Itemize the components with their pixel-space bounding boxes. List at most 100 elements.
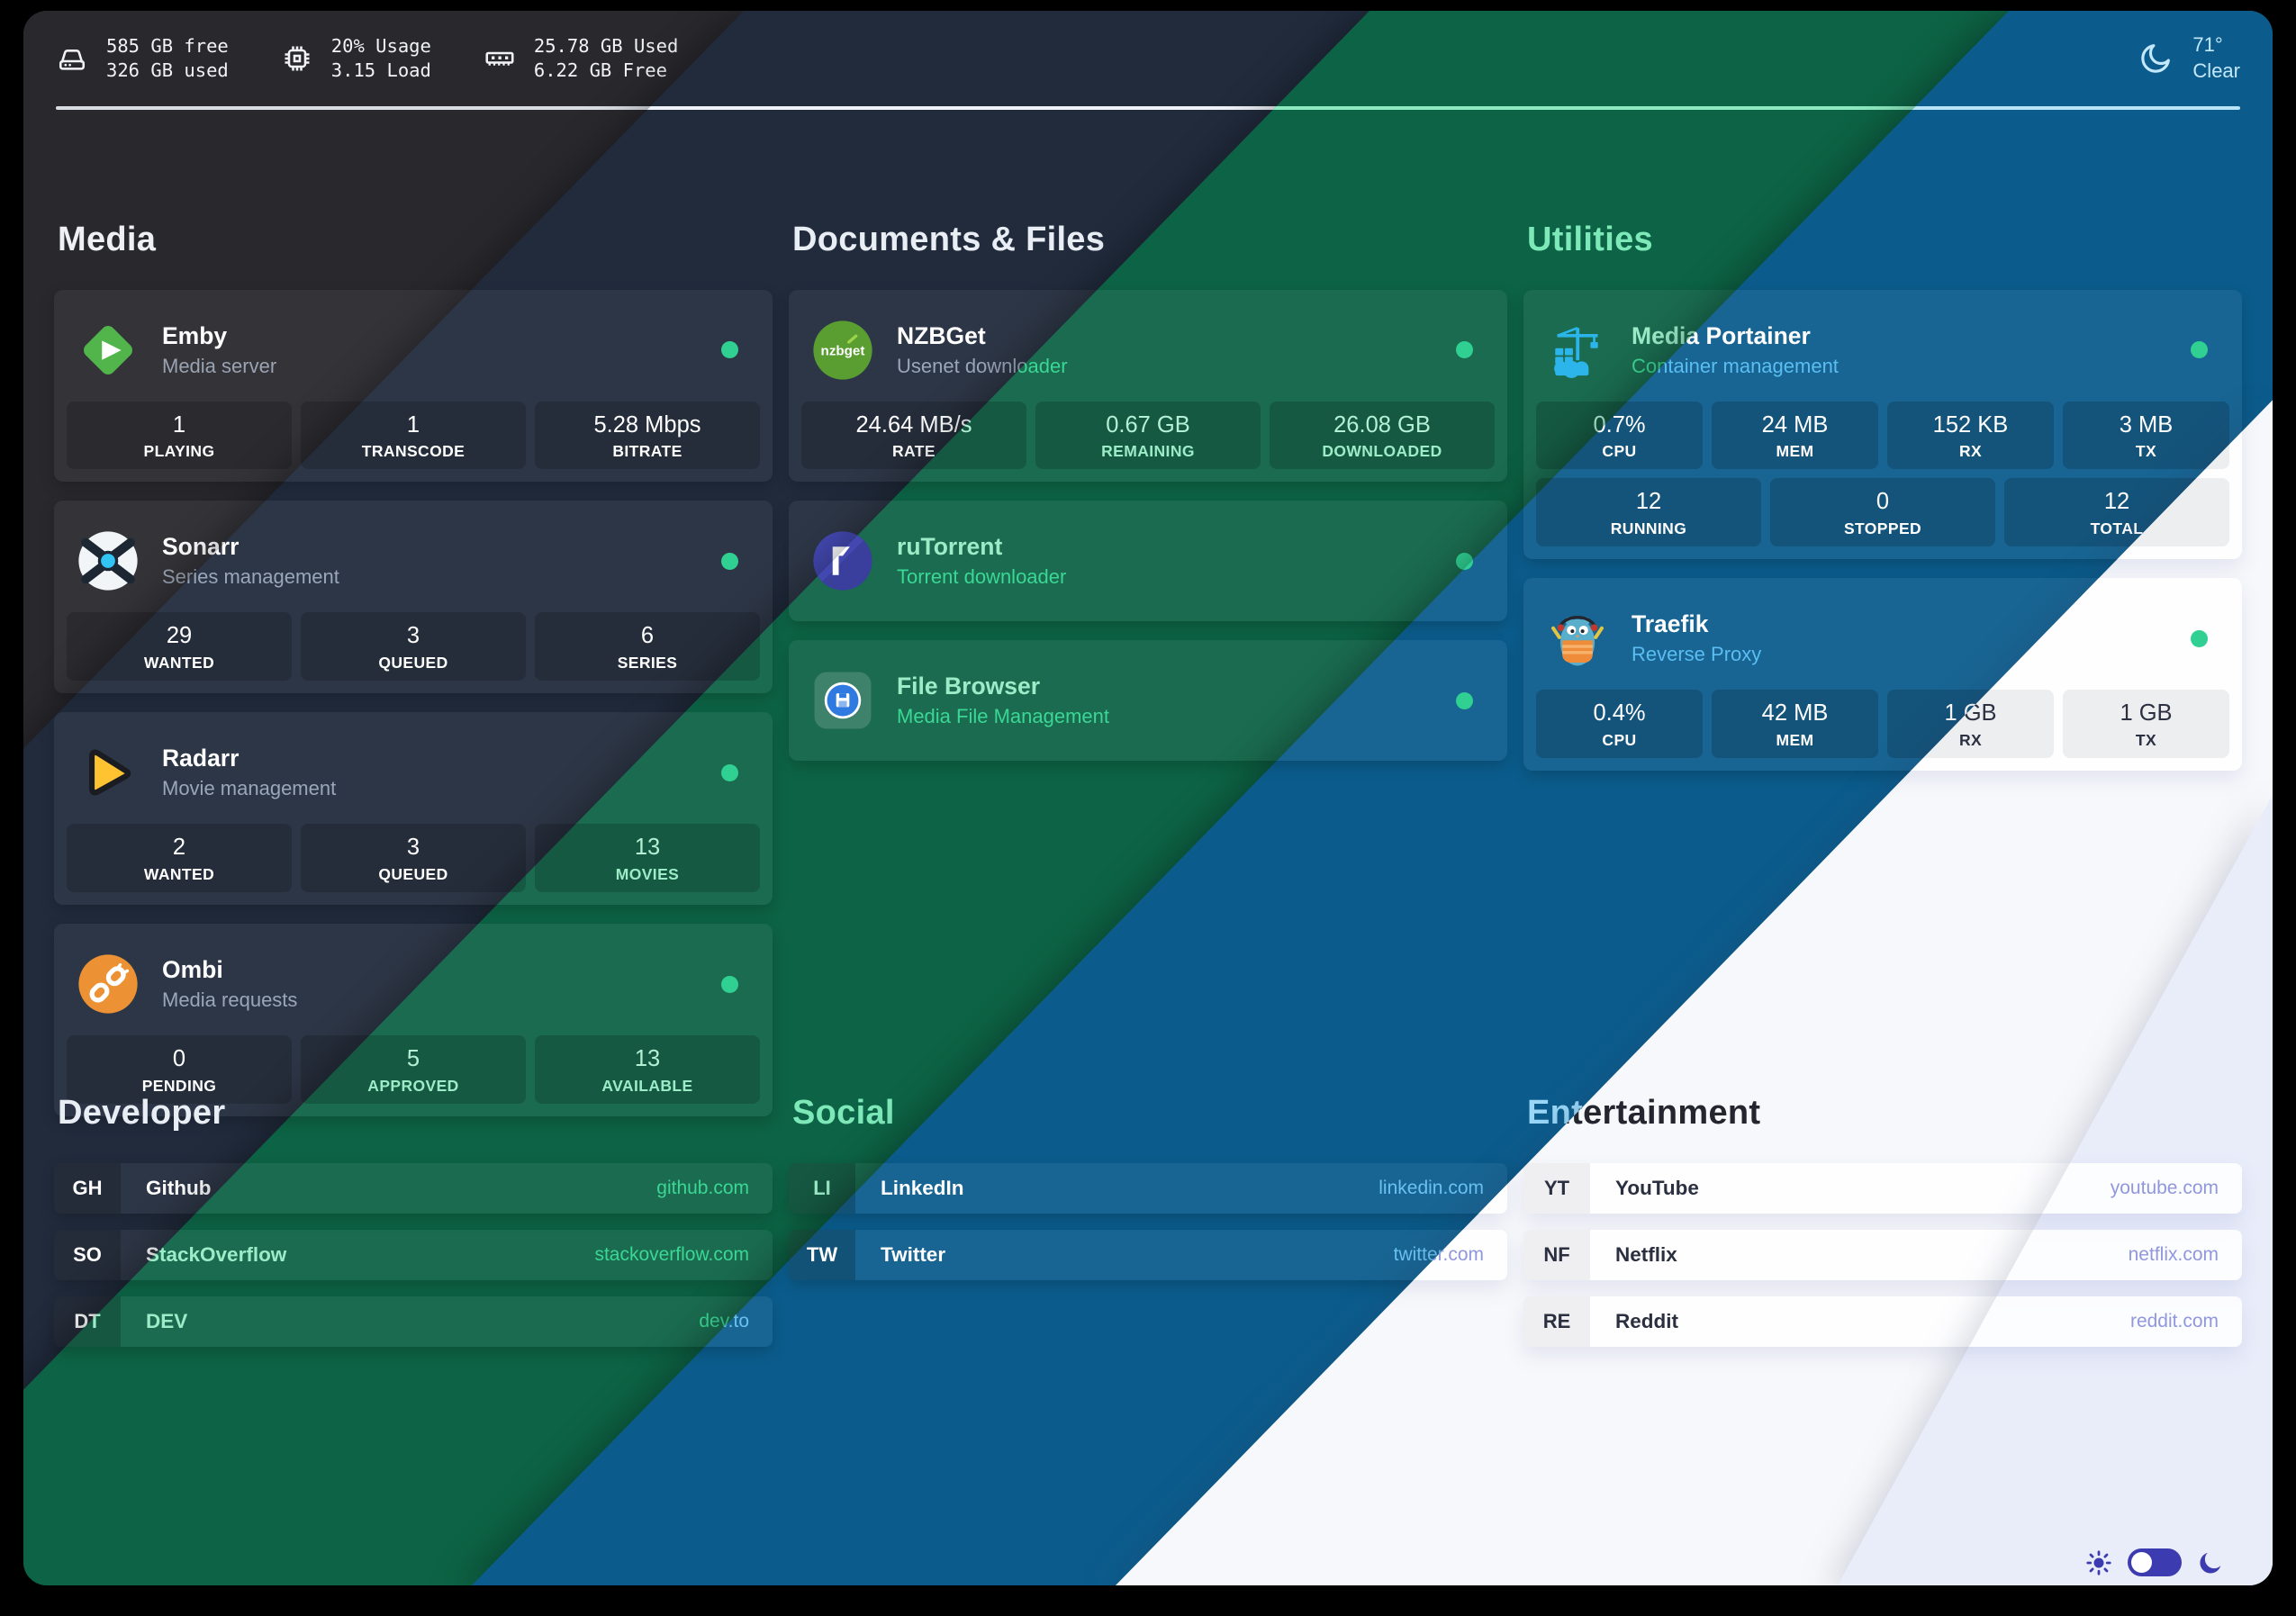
service-card-ombi[interactable]: Ombi Media requests 0 PENDING xyxy=(54,924,773,1116)
stat-movies: 13 MOVIES xyxy=(535,824,760,893)
stat-mem: 42 MB MEM xyxy=(1838,690,1878,759)
stat-queued: 3 QUEUED xyxy=(301,824,526,893)
stat-downloaded: 26.08 GB DOWNLOADED xyxy=(1270,402,1495,470)
cpu-load: 3.15 Load xyxy=(330,59,431,81)
link-url: linkedin.com xyxy=(1379,1177,1484,1198)
service-card-filebrowser[interactable]: File Browser Media File Management xyxy=(789,640,1507,761)
service-subtitle: Usenet downloader xyxy=(897,354,1068,377)
section-title: Utilities xyxy=(1838,220,2242,261)
service-subtitle: Reverse Proxy xyxy=(1632,643,1762,666)
link-tag: NF xyxy=(1523,1230,1590,1280)
stat-tx: 3 MB TX xyxy=(2063,401,2229,470)
ombi-chain-icon xyxy=(76,952,140,1016)
service-subtitle: Media requests xyxy=(162,989,298,1012)
link-stackoverflow[interactable]: SO StackOverflow stackoverflow.com xyxy=(54,1230,773,1280)
portainer-crane-icon xyxy=(1545,318,1610,383)
link-reddit[interactable]: RE Reddit reddit.com xyxy=(1523,1296,2242,1347)
ram-usage-stat: 25.78 GB Used 6.22 GB Free xyxy=(484,34,678,84)
service-title: Media Portainer xyxy=(1838,322,1839,350)
link-name: StackOverflow xyxy=(146,1242,287,1266)
weather-widget: 71° Clear xyxy=(2137,32,2240,84)
service-card-rutorrent[interactable]: ruTorrent Torrent downloader xyxy=(789,501,1507,621)
ram-used: 25.78 GB Used xyxy=(533,34,679,57)
crescent-moon-icon xyxy=(2137,40,2174,77)
link-github[interactable]: GH Github github.com xyxy=(54,1163,773,1214)
link-name: Twitter xyxy=(881,1242,946,1266)
link-name: YouTube xyxy=(1615,1176,1699,1199)
service-title: Radarr xyxy=(162,745,240,772)
filebrowser-floppy-icon xyxy=(810,668,875,733)
link-netflix[interactable]: NF Netflix netflix.com xyxy=(1523,1229,2242,1280)
service-subtitle: Container management xyxy=(1632,354,1839,377)
service-card-rutorrent[interactable]: ruTorrent Torrent downloader xyxy=(789,501,1507,622)
sonarr-propeller-icon xyxy=(76,528,140,593)
cpu-usage: 20% Usage xyxy=(330,34,431,57)
stat-remaining: 0.67 GB REMAINING xyxy=(1035,402,1261,470)
service-card-sonarr[interactable]: Sonarr Series management 29 WANTED xyxy=(54,501,773,693)
stat-transcode: 1 TRANSCODE xyxy=(301,402,526,470)
section-media: Media Emby xyxy=(54,220,773,1093)
service-subtitle: Media File Management xyxy=(897,705,1110,728)
link-tag: NF xyxy=(1523,1229,1590,1280)
cpu-load: 3.15 Load xyxy=(330,59,431,81)
link-linkedin[interactable]: LI LinkedIn linkedin.com xyxy=(789,1163,1507,1214)
section-developer: Developer GH Github github.com SO StackO… xyxy=(54,1093,773,1347)
section-title: Utilities xyxy=(1527,221,1653,258)
link-url: github.com xyxy=(656,1177,749,1198)
service-title: Traefik xyxy=(1632,610,1709,638)
service-card-radarr[interactable]: Radarr Movie management 2 WANTED xyxy=(54,712,773,905)
section-title: Developer xyxy=(58,1094,226,1132)
link-youtube[interactable]: YT YouTube youtube.com xyxy=(1838,1162,2242,1214)
link-url: linkedin.com xyxy=(1379,1177,1484,1198)
service-title: Emby xyxy=(162,321,228,349)
disk-usage-stat: 585 GB free 326 GB used xyxy=(56,34,229,84)
link-twitter[interactable]: TW Twitter twitter.com xyxy=(789,1230,1507,1280)
section-title: Social xyxy=(792,1094,895,1132)
emby-diamond-play-icon xyxy=(76,318,140,383)
link-name: Github xyxy=(146,1176,212,1199)
filebrowser-floppy-icon xyxy=(810,668,875,733)
service-title: ruTorrent xyxy=(897,533,1003,561)
link-dev[interactable]: DT DEV dev.to xyxy=(54,1296,773,1347)
stat-running: 12 RUNNING xyxy=(1536,478,1761,547)
service-title: NZBGet xyxy=(897,321,986,349)
section-entertainment: Entertainment YT YouTube youtube.com NF … xyxy=(1523,1093,2242,1347)
status-dot-online xyxy=(2191,629,2208,647)
link-twitter[interactable]: TW Twitter twitter.com xyxy=(789,1229,1507,1280)
status-dot-online xyxy=(721,552,738,570)
moon-icon[interactable] xyxy=(2197,1549,2224,1576)
sonarr-propeller-icon xyxy=(76,528,140,593)
service-card-nzbget[interactable]: nzbget NZBGet Usenet downloader xyxy=(789,290,1507,483)
link-name: LinkedIn xyxy=(881,1176,964,1199)
dashboard-frame: 585 GB free 326 GB used xyxy=(23,11,2273,1585)
link-url: netflix.com xyxy=(2128,1243,2219,1265)
service-subtitle: Series management xyxy=(162,565,339,589)
service-card-emby[interactable]: Emby Media server 1 PLAYING xyxy=(54,290,773,483)
link-name: Reddit xyxy=(1615,1309,1678,1332)
status-dot-online xyxy=(721,341,738,359)
stat-playing: 1 PLAYING xyxy=(67,402,292,470)
link-tag: RE xyxy=(1523,1296,1590,1347)
disk-icon xyxy=(56,42,88,75)
service-card-traefik[interactable]: Traefik Reverse Proxy 0.4% CPU xyxy=(1536,578,2242,772)
ram-free: 6.22 GB Free xyxy=(533,59,667,81)
rutorrent-icon xyxy=(810,528,875,593)
section-utilities: Utilities xyxy=(1536,220,2242,1093)
stat-wanted: 2 WANTED xyxy=(67,824,292,892)
service-title: Sonarr xyxy=(162,533,240,561)
dark-mode-toggle[interactable] xyxy=(2128,1548,2182,1576)
sun-icon[interactable] xyxy=(2085,1549,2112,1576)
link-name: LinkedIn xyxy=(881,1176,964,1199)
svg-text:nzbget: nzbget xyxy=(821,343,865,358)
stat-cpu: 0.4% CPU xyxy=(1536,690,1703,758)
link-dev[interactable]: DT DEV dev.to xyxy=(54,1296,773,1347)
service-subtitle: Reverse Proxy xyxy=(1632,643,1762,666)
service-card-portainer[interactable]: Media Portainer Container management 0.7… xyxy=(1632,289,2242,560)
stat-mem: 24 MB MEM xyxy=(1838,401,1878,470)
status-dot-online xyxy=(721,553,738,570)
cpu-icon xyxy=(281,42,313,75)
weather-temperature: 71° xyxy=(2192,33,2223,57)
status-bar: 585 GB free 326 GB used xyxy=(281,11,2273,106)
service-subtitle: Movie management xyxy=(162,777,337,800)
section-title: Media xyxy=(58,221,157,258)
